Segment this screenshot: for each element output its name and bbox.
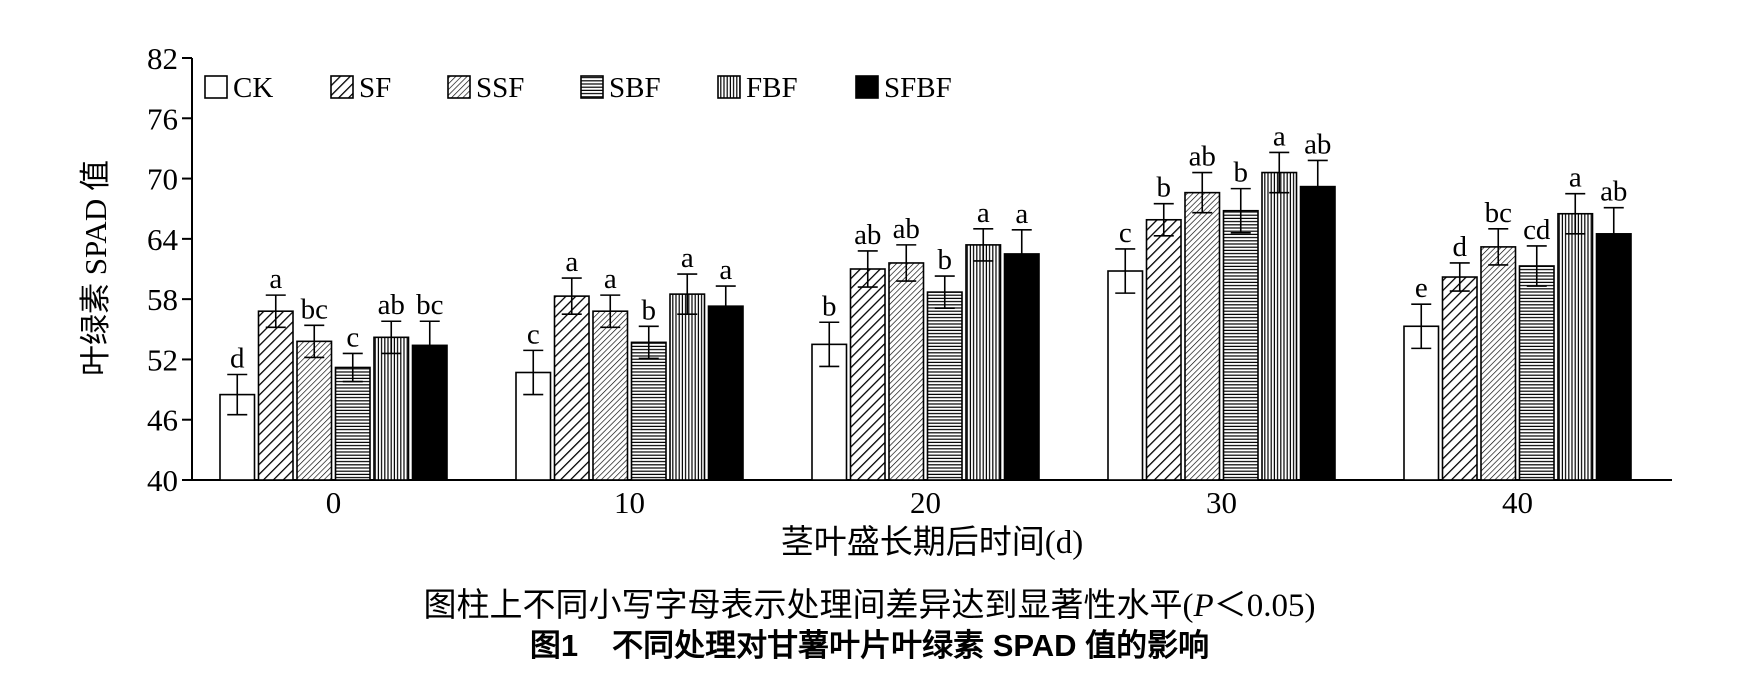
significance-letter: b: [938, 244, 953, 276]
bar-fbf: [1261, 171, 1298, 481]
bar-ck: [1107, 270, 1144, 481]
bar-fbf: [373, 336, 410, 481]
bar-sbf: [926, 291, 963, 481]
y-tick-label: 70: [147, 162, 178, 197]
y-tick-label: 46: [147, 403, 178, 438]
bar-sbf: [334, 366, 371, 481]
legend-label: CK: [233, 72, 273, 104]
bar-fbf: [669, 293, 706, 481]
y-tick-label: 58: [147, 282, 178, 317]
legend-label: SFBF: [884, 72, 952, 104]
significance-note: 图柱上不同小写字母表示处理间差异达到显著性水平(P＜0.05): [0, 578, 1739, 626]
bar-sbf: [1518, 265, 1555, 481]
bar-sbf: [630, 341, 667, 481]
legend-swatch-sbf: [580, 75, 604, 99]
significance-letter: b: [1234, 157, 1249, 189]
significance-letter: c: [346, 321, 359, 353]
significance-letter: ab: [378, 289, 405, 321]
significance-letter: ab: [1189, 141, 1216, 173]
y-tick-label: 82: [147, 41, 178, 76]
bar-sf: [1441, 276, 1478, 481]
significance-letter: a: [681, 242, 694, 274]
y-ticks: 40 46 52 58 64 70 76 82: [147, 41, 192, 498]
bar-ssf: [888, 262, 925, 481]
significance-letter: ab: [893, 213, 920, 245]
bar-ssf: [296, 340, 333, 481]
x-tick-label: 10: [614, 485, 645, 520]
legend-label: SBF: [609, 72, 661, 104]
significance-letter: b: [1157, 172, 1172, 204]
bar-sfbf: [1595, 233, 1632, 481]
x-tick-label: 0: [326, 485, 342, 520]
significance-letter: e: [1415, 272, 1428, 304]
legend: CK SF SSF SBF FBF SFBF: [204, 72, 952, 104]
bar-ssf: [592, 310, 629, 481]
y-tick-label: 52: [147, 342, 178, 377]
figure-number: 图1: [529, 628, 579, 663]
significance-letter: b: [822, 290, 837, 322]
significance-letter: a: [604, 263, 617, 295]
y-tick-label: 64: [147, 222, 179, 257]
significance-letter: a: [977, 197, 990, 229]
y-tick-label: 40: [147, 463, 178, 498]
bar-sfbf: [707, 305, 744, 481]
bar-sf: [257, 310, 294, 481]
significance-letter: ab: [854, 219, 881, 251]
significance-letter: cd: [1523, 214, 1551, 246]
x-tick-label: 40: [1502, 485, 1533, 520]
bar-sf: [849, 268, 886, 481]
figure-caption: 图1 不同处理对甘薯叶片叶绿素 SPAD 值的影响: [0, 620, 1739, 665]
significance-letter: bc: [416, 289, 443, 321]
significance-letter: a: [1273, 120, 1286, 152]
note-prefix: 图柱上不同小写字母表示处理间差异达到显著性水平(: [423, 588, 1194, 624]
significance-letter: d: [1453, 231, 1468, 263]
note-p: P: [1193, 588, 1214, 624]
bar-sfbf: [1003, 253, 1040, 481]
bar-fbf: [1557, 212, 1594, 481]
significance-letter: a: [1015, 198, 1028, 230]
significance-letter: b: [642, 294, 657, 326]
y-axis-label: 叶绿素 SPAD 值: [78, 160, 113, 376]
bar-ssf: [1480, 246, 1517, 481]
bar-ssf: [1184, 191, 1221, 481]
x-axis-label: 茎叶盛长期后时间(d): [781, 524, 1083, 561]
significance-letter: bc: [301, 293, 328, 325]
bar-fbf: [965, 244, 1002, 481]
legend-swatch-fbf: [717, 75, 741, 99]
legend-swatch-sf: [330, 75, 354, 99]
x-tick-label: 20: [910, 485, 941, 520]
significance-letter: c: [1119, 217, 1132, 249]
significance-letter: ab: [1304, 128, 1331, 160]
significance-letter: a: [269, 263, 282, 295]
significance-letter: a: [719, 254, 732, 286]
note-suffix: ＜0.05): [1213, 588, 1316, 624]
x-tick-label: 30: [1206, 485, 1237, 520]
bar-sf: [553, 295, 590, 481]
legend-label: SSF: [476, 72, 524, 104]
bar-sf: [1145, 218, 1182, 481]
bar-sfbf: [1299, 185, 1336, 481]
significance-letter: bc: [1485, 197, 1512, 229]
significance-letter: c: [527, 318, 540, 350]
spad-bar-chart: 40 46 52 58 64 70 76 82 叶绿素 SPAD 值 0 10 20 30 40 茎叶…: [78, 41, 1672, 561]
significance-letter: ab: [1600, 176, 1627, 208]
x-ticks: 0 10 20 30 40: [326, 485, 1533, 520]
legend-swatch-ssf: [447, 75, 471, 99]
legend-label: FBF: [746, 72, 798, 104]
legend-swatch-sfbf: [855, 75, 879, 99]
significance-letter: d: [230, 343, 245, 375]
y-tick-label: 76: [147, 101, 178, 136]
significance-letter: a: [565, 246, 578, 278]
bar-sbf: [1222, 209, 1259, 481]
significance-letter: a: [1569, 162, 1582, 194]
figure-title: 不同处理对甘薯叶片叶绿素 SPAD 值的影响: [612, 628, 1210, 663]
bar-ck: [1403, 325, 1440, 481]
legend-label: SF: [359, 72, 391, 104]
y-axis: 40 46 52 58 64 70 76 82 叶绿素 SPAD 值: [78, 41, 193, 498]
legend-swatch-ck: [204, 75, 228, 99]
x-axis: 0 10 20 30 40 茎叶盛长期后时间(d): [192, 479, 1672, 561]
